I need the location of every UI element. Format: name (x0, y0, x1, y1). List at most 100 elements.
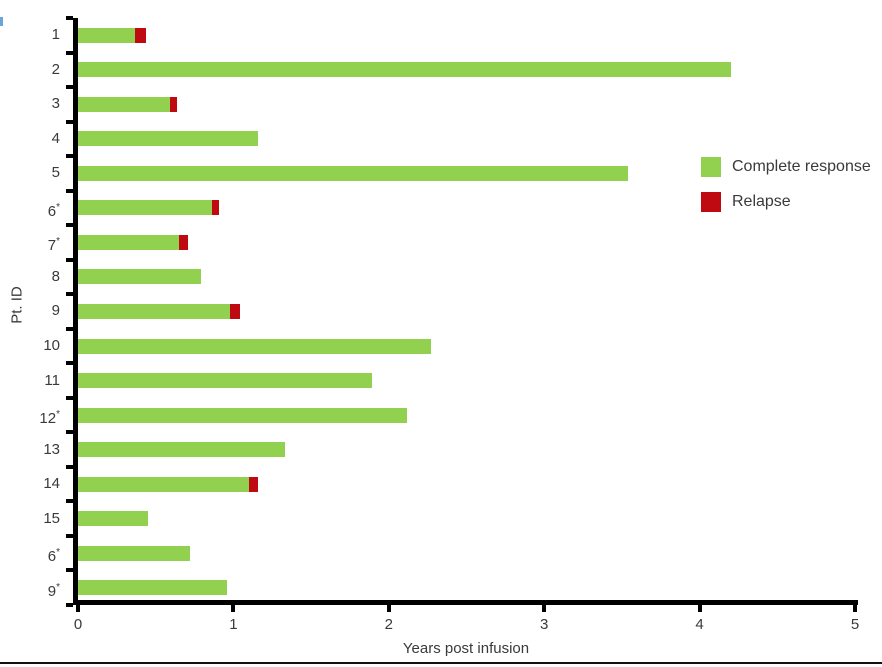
legend-label-complete-response: Complete response (732, 158, 871, 175)
legend-label-relapse: Relapse (732, 193, 791, 210)
complete-response-bar (78, 373, 372, 389)
cropped-panel-label-fragment (0, 17, 3, 26)
x-axis-tick (542, 605, 547, 612)
patient-id-label: 9* (47, 581, 60, 600)
bar-row: 1 (52, 18, 855, 53)
y-axis-tick (66, 188, 73, 193)
patient-id-label: 15 (43, 509, 60, 527)
patient-id-label: 1 (51, 26, 60, 44)
y-axis-tick (66, 257, 73, 262)
y-axis-tick (66, 223, 73, 228)
x-axis-tick (697, 605, 702, 612)
x-tick-label: 5 (850, 616, 860, 633)
relapse-bar (179, 234, 189, 250)
x-tick-label: 0 (73, 616, 83, 633)
complete-response-bar (78, 338, 431, 354)
complete-response-bar (78, 442, 285, 458)
complete-response-bar (78, 407, 408, 423)
bar-row: 11 (44, 363, 855, 398)
y-axis-tick (66, 533, 73, 538)
relapse-bar (169, 96, 178, 112)
bar-row: 7* (48, 225, 855, 260)
y-axis-tick (66, 464, 73, 469)
complete-response-bar (78, 234, 179, 250)
bar-row: 3 (52, 87, 855, 122)
y-axis-tick (66, 499, 73, 504)
patient-id-label: 9 (51, 302, 60, 320)
complete-response-bar (78, 545, 190, 561)
bar-row: 8 (52, 260, 855, 295)
patient-id-label: 6* (47, 547, 60, 566)
x-axis-tick (76, 605, 80, 612)
y-axis-tick (66, 603, 73, 607)
y-axis-tick (66, 430, 73, 435)
patient-id-label: 6* (47, 201, 60, 220)
bar-row: 12* (39, 398, 855, 433)
bar-row: 9 (52, 294, 855, 329)
x-axis-tick (853, 605, 857, 612)
patient-id-label: 14 (43, 475, 60, 493)
bar-row: 14 (43, 467, 855, 502)
bar-row: 9* (48, 570, 855, 605)
y-axis-tick (66, 85, 73, 90)
x-tick-label: 1 (229, 616, 238, 633)
patient-id-label: 5 (51, 164, 60, 182)
patient-id-label: 4 (51, 129, 60, 147)
x-axis-tick (386, 605, 391, 612)
complete-response-bar (78, 200, 212, 216)
complete-response-swatch-icon (701, 157, 721, 177)
patient-id-label: 10 (43, 337, 60, 354)
relapse-swatch-icon (701, 192, 721, 212)
y-axis-tick (66, 361, 73, 366)
complete-response-bar (78, 511, 148, 527)
bar-row: 4 (52, 122, 855, 157)
x-tick-label: 3 (540, 616, 549, 633)
relapse-bar (135, 27, 147, 43)
bar-row: 6* (48, 191, 855, 226)
y-axis-tick (66, 119, 73, 124)
x-axis-title: Years post infusion (402, 640, 530, 657)
bar-row: 5 (52, 156, 855, 191)
y-axis-tick (66, 50, 73, 55)
x-axis-line (73, 600, 858, 605)
complete-response-bar (78, 303, 231, 319)
plot-area: 0 1 2 3 4 5 1 2 3 4 5 6* 7* 8 9 10 11 12* 13 14 15 6* 9* (39, 16, 859, 633)
y-axis-tick (66, 395, 73, 400)
relapse-bar (230, 303, 240, 319)
patient-id-label: 13 (43, 440, 60, 458)
y-axis-tick (66, 292, 73, 297)
relapse-bar (211, 200, 220, 216)
complete-response-bar (78, 269, 201, 285)
y-axis-tick (66, 568, 73, 573)
y-axis-tick (66, 154, 73, 159)
complete-response-bar (78, 62, 731, 78)
patient-id-label: 11 (44, 371, 60, 389)
y-axis-tick (66, 326, 73, 331)
x-axis-tick (231, 605, 236, 612)
bar-row: 10 (43, 329, 855, 364)
legend-item-relapse: Relapse (701, 192, 871, 212)
relapse-bar (248, 476, 259, 492)
complete-response-bar (78, 476, 249, 492)
patient-id-label: 2 (51, 60, 60, 78)
complete-response-bar (78, 96, 170, 112)
legend-item-complete-response: Complete response (701, 157, 871, 177)
complete-response-bar (78, 580, 228, 596)
y-axis-tick (66, 16, 73, 20)
complete-response-bar (78, 131, 259, 147)
bottom-rule (0, 662, 882, 664)
patient-id-label: 12* (39, 409, 60, 428)
patient-id-label: 8 (51, 267, 60, 285)
y-axis-line (73, 18, 78, 605)
complete-response-bar (78, 165, 629, 181)
legend: Complete response Relapse (701, 157, 871, 227)
complete-response-bar (78, 27, 136, 43)
patient-id-label: 7* (47, 236, 60, 255)
x-tick-label: 2 (384, 616, 393, 633)
x-tick-label: 4 (695, 616, 704, 633)
bar-row: 13 (43, 432, 855, 467)
patient-id-label: 3 (51, 95, 60, 113)
bar-row: 6* (48, 536, 855, 571)
bar-row: 15 (43, 501, 855, 536)
bar-row: 2 (52, 53, 855, 88)
